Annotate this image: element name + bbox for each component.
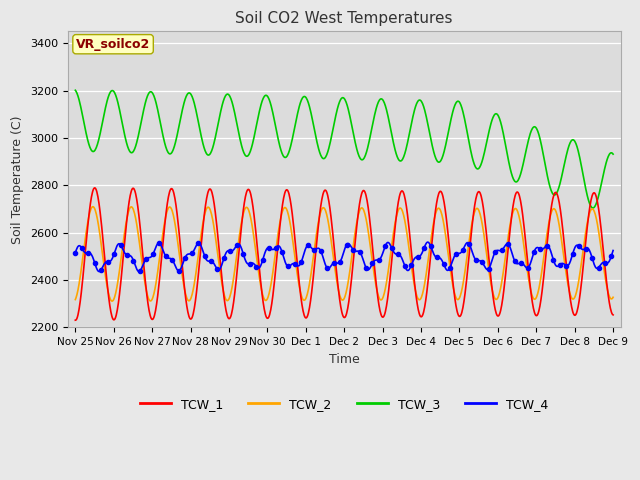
Y-axis label: Soil Temperature (C): Soil Temperature (C) [11, 115, 24, 244]
Title: Soil CO2 West Temperatures: Soil CO2 West Temperatures [236, 11, 453, 26]
Text: VR_soilco2: VR_soilco2 [76, 38, 150, 51]
Legend: TCW_1, TCW_2, TCW_3, TCW_4: TCW_1, TCW_2, TCW_3, TCW_4 [134, 393, 554, 416]
X-axis label: Time: Time [329, 353, 360, 366]
